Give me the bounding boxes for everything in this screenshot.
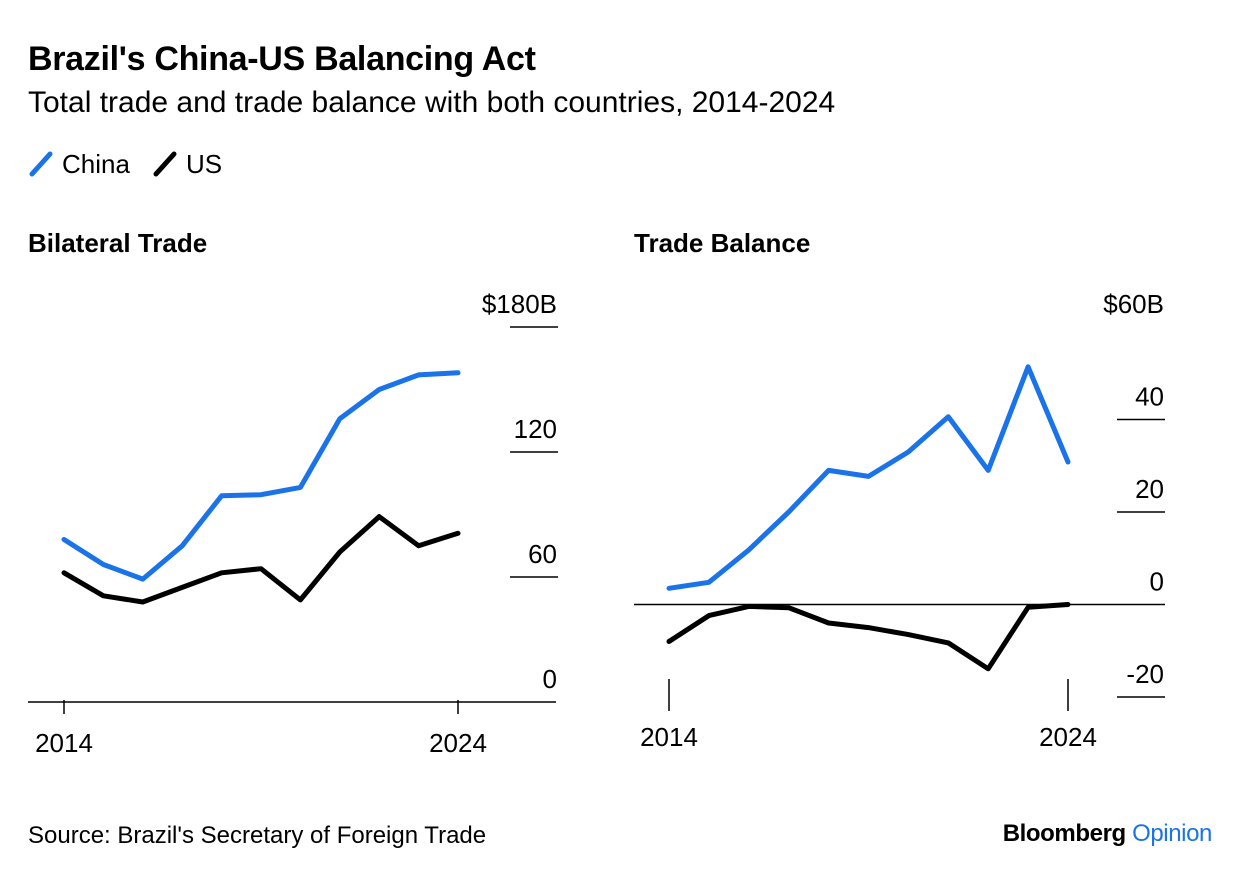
bilateral-trade-series-line-china <box>61 370 461 582</box>
bilateral-trade-series-line-us <box>61 514 461 605</box>
trade-balance-y-tick-label: 40 <box>1135 382 1164 412</box>
bilateral-trade-x-tick-label: 2024 <box>429 728 487 758</box>
legend: China US <box>28 146 244 182</box>
legend-item-us: US <box>152 149 222 180</box>
panel-title-bilateral-trade: Bilateral Trade <box>28 228 208 258</box>
trade-balance-y-tick-label: 0 <box>1150 567 1164 597</box>
bilateral-trade-x-tick-label: 2014 <box>35 728 93 758</box>
trade-balance-y-tick-label: 20 <box>1135 474 1164 504</box>
legend-label-us: US <box>185 148 223 179</box>
trade-balance-series-line-us <box>666 602 1071 672</box>
bilateral-trade-y-tick-label: 60 <box>528 539 557 569</box>
legend-label-china: China <box>62 148 130 179</box>
bilateral-trade-y-tick-label: $180B <box>482 289 557 319</box>
brand-name: Bloomberg <box>1002 820 1126 847</box>
legend-swatch-us-icon <box>153 151 177 177</box>
legend-item-china: China <box>28 149 130 180</box>
source-note: Source: Brazil's Secretary of Foreign Tr… <box>28 822 487 849</box>
trade-balance-series-line-china <box>666 364 1071 591</box>
trade-balance-y-tick-label: -20 <box>1126 659 1164 689</box>
trade-balance-y-tick-label: $60B <box>1103 289 1164 319</box>
bilateral-trade-y-tick-label: 0 <box>543 664 557 694</box>
brand-suffix: Opinion <box>1132 820 1212 847</box>
chart-subtitle: Total trade and trade balance with both … <box>28 86 836 119</box>
panel-title-trade-balance: Trade Balance <box>634 228 811 258</box>
trade-balance-x-tick-label: 2014 <box>640 722 698 752</box>
legend-swatch-china-icon <box>29 151 53 177</box>
chart-title: Brazil's China-US Balancing Act <box>28 40 536 78</box>
bilateral-trade-y-tick-label: 120 <box>514 414 557 444</box>
trade-balance-x-tick-label: 2024 <box>1039 722 1097 752</box>
brand-logo: Bloomberg Opinion <box>1002 820 1213 848</box>
